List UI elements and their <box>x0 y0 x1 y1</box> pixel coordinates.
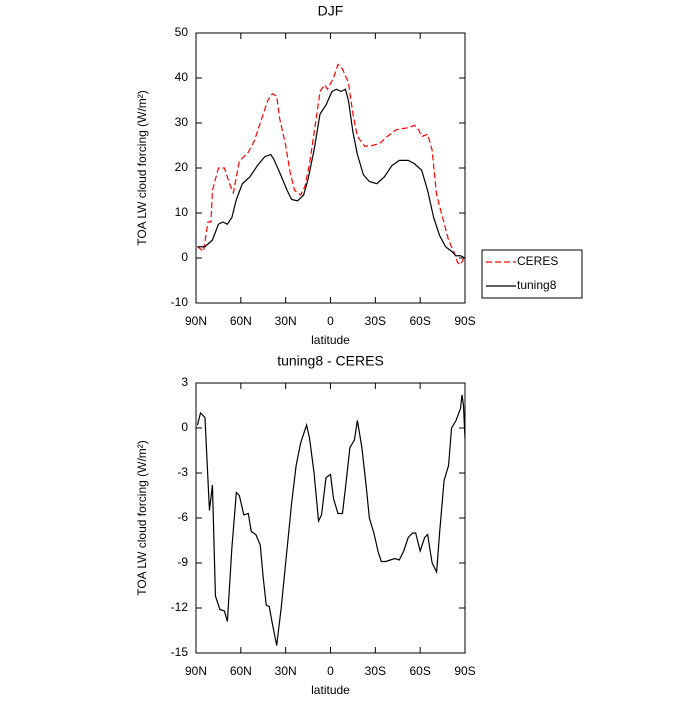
x-tick-label: 90S <box>454 664 475 678</box>
data-line <box>197 88 466 259</box>
y-tick-label: 0 <box>181 250 188 264</box>
x-tick-label: 60N <box>230 664 252 678</box>
x-axis-label: latitude <box>311 683 350 697</box>
legend-box <box>481 249 583 299</box>
y-axis-label: TOA LW cloud forcing (W/m²) <box>135 440 149 596</box>
y-tick-label: 20 <box>175 160 189 174</box>
y-tick-label: -3 <box>177 465 188 479</box>
x-tick-label: 90N <box>185 664 207 678</box>
y-tick-label: -15 <box>171 645 189 659</box>
x-tick-label: 30S <box>365 664 386 678</box>
y-tick-label: -12 <box>171 600 189 614</box>
y-tick-label: 40 <box>175 70 189 84</box>
y-tick-label: 3 <box>181 375 188 389</box>
y-tick-label: 50 <box>175 25 189 39</box>
y-tick-label: -9 <box>177 555 188 569</box>
data-line <box>197 63 466 266</box>
y-tick-label: -6 <box>177 510 188 524</box>
y-tick-label: 10 <box>175 205 189 219</box>
y-tick-label: -10 <box>171 295 189 309</box>
x-tick-label: 30N <box>275 664 297 678</box>
x-tick-label: 0 <box>327 314 334 328</box>
x-tick-label: 0 <box>327 664 334 678</box>
y-axis-label: TOA LW cloud forcing (W/m²) <box>135 90 149 246</box>
plot-frame <box>195 382 466 654</box>
plot-frame <box>195 32 466 304</box>
legend-label: CERES <box>517 254 558 268</box>
chart-title: DJF <box>318 3 344 19</box>
y-tick-label: 30 <box>175 115 189 129</box>
x-tick-label: 60S <box>409 664 430 678</box>
x-tick-label: 30S <box>365 314 386 328</box>
x-tick-label: 90N <box>185 314 207 328</box>
data-line <box>196 394 466 646</box>
chart-title: tuning8 - CERES <box>277 353 384 369</box>
y-tick-label: 0 <box>181 420 188 434</box>
x-tick-label: 30N <box>275 314 297 328</box>
x-tick-label: 90S <box>454 314 475 328</box>
x-tick-label: 60N <box>230 314 252 328</box>
legend-label: tuning8 <box>517 278 557 292</box>
x-axis-label: latitude <box>311 333 350 347</box>
x-tick-label: 60S <box>409 314 430 328</box>
